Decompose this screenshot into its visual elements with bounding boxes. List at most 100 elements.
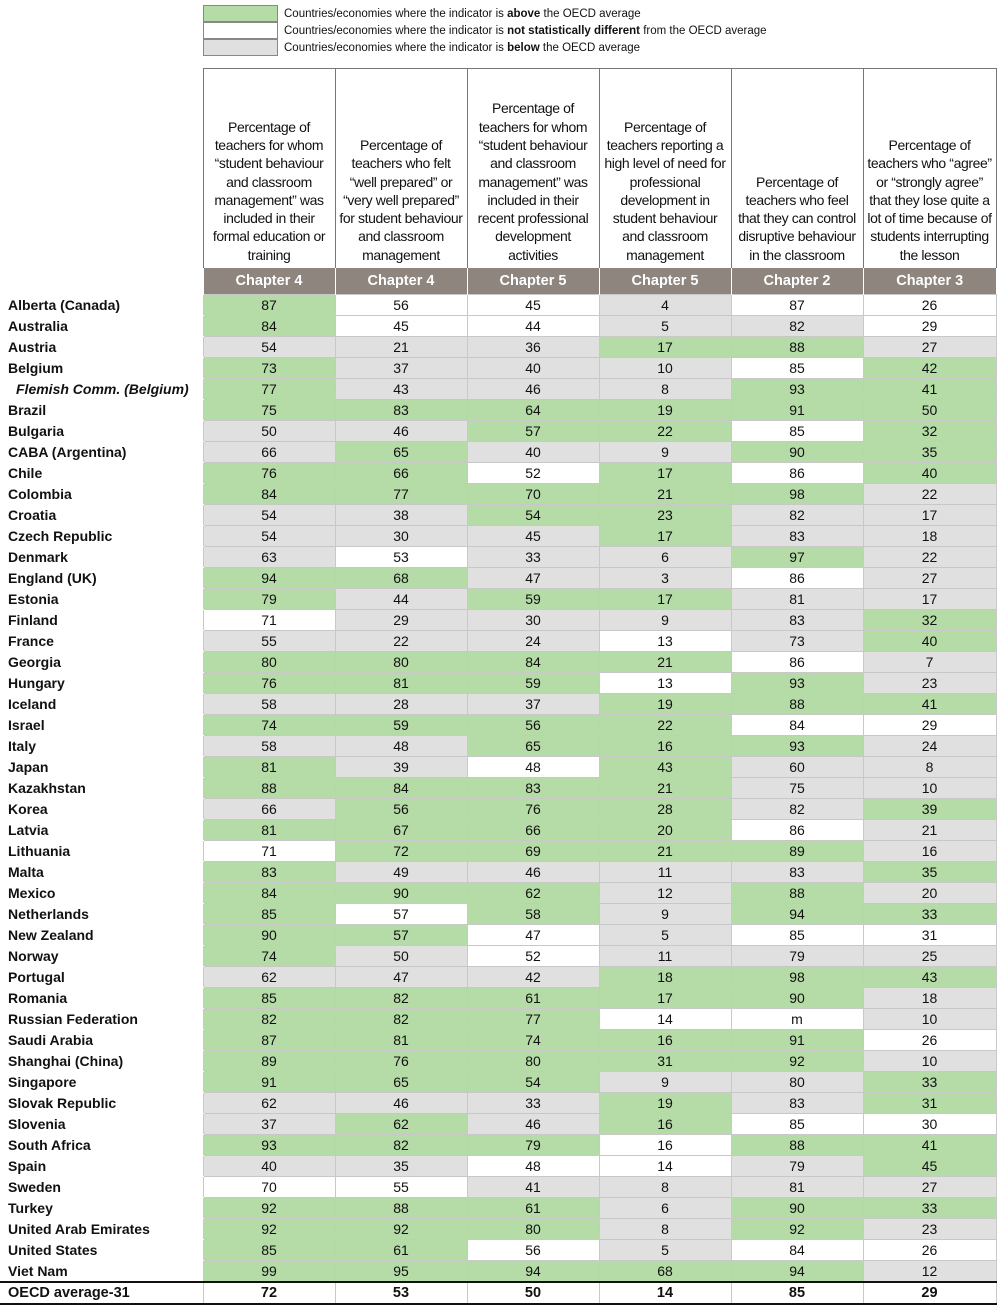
cell: 22 bbox=[598, 420, 732, 442]
chapter-label: Chapter 4 bbox=[334, 268, 467, 295]
cell: 30 bbox=[862, 1113, 997, 1135]
cell: 13 bbox=[598, 630, 732, 652]
row-name: Lithuania bbox=[0, 840, 203, 862]
cell: 31 bbox=[862, 924, 997, 946]
row-name: Italy bbox=[0, 735, 203, 757]
cell: 62 bbox=[202, 966, 336, 988]
cell: 87 bbox=[202, 1029, 336, 1051]
cell: 92 bbox=[202, 1218, 336, 1240]
table-row: England (UK) 94 68 47 3 86 27 bbox=[0, 567, 997, 589]
cell: 37 bbox=[334, 357, 468, 379]
cell: 83 bbox=[730, 609, 864, 631]
cell: 66 bbox=[334, 462, 468, 484]
cell: 41 bbox=[466, 1176, 600, 1198]
cell: 88 bbox=[730, 336, 864, 358]
cell: 72 bbox=[334, 840, 468, 862]
cell: 81 bbox=[202, 756, 336, 778]
table-row: Viet Nam 99 95 94 68 94 12 bbox=[0, 1260, 997, 1283]
legend-text: Countries/economies where the indicator … bbox=[284, 42, 640, 54]
cell: 26 bbox=[862, 1029, 997, 1051]
cell: 36 bbox=[466, 336, 600, 358]
cell: 52 bbox=[466, 462, 600, 484]
cell: 41 bbox=[862, 378, 997, 400]
cell: 80 bbox=[730, 1071, 864, 1093]
cell: 21 bbox=[598, 777, 732, 799]
cell: 84 bbox=[730, 1239, 864, 1261]
cell: 91 bbox=[730, 1029, 864, 1051]
cell: 70 bbox=[202, 1176, 336, 1198]
cell: 80 bbox=[334, 651, 468, 673]
cell: 26 bbox=[862, 1239, 997, 1261]
cell: 44 bbox=[334, 588, 468, 610]
table-row: Bulgaria 50 46 57 22 85 32 bbox=[0, 420, 997, 442]
cell: 82 bbox=[334, 1134, 468, 1156]
table-row: New Zealand 90 57 47 5 85 31 bbox=[0, 924, 997, 946]
cell: 32 bbox=[862, 420, 997, 442]
cell: 22 bbox=[862, 483, 997, 505]
chapter-label: Chapter 4 bbox=[202, 268, 335, 295]
row-name: Bulgaria bbox=[0, 420, 203, 442]
cell: 57 bbox=[466, 420, 600, 442]
cell: 17 bbox=[598, 588, 732, 610]
cell: 65 bbox=[334, 441, 468, 463]
cell: 82 bbox=[730, 798, 864, 820]
cell: 75 bbox=[202, 399, 336, 421]
row-name: Romania bbox=[0, 987, 203, 1009]
cell: 21 bbox=[598, 483, 732, 505]
table-row: Netherlands 85 57 58 9 94 33 bbox=[0, 903, 997, 925]
table-row: South Africa 93 82 79 16 88 41 bbox=[0, 1134, 997, 1156]
table-row: Lithuania 71 72 69 21 89 16 bbox=[0, 840, 997, 862]
cell: 3 bbox=[598, 567, 732, 589]
table-row: Flemish Comm. (Belgium) 77 43 46 8 93 41 bbox=[0, 378, 997, 400]
cell: 20 bbox=[598, 819, 732, 841]
cell: 21 bbox=[598, 840, 732, 862]
cell: 70 bbox=[466, 483, 600, 505]
column-header: Percentage of teachers reporting a high … bbox=[598, 68, 732, 268]
cell: 80 bbox=[202, 651, 336, 673]
cell: 84 bbox=[466, 651, 600, 673]
cell: 90 bbox=[730, 987, 864, 1009]
cell: 23 bbox=[862, 1218, 997, 1240]
cell: 14 bbox=[598, 1008, 732, 1030]
table-row: Denmark 63 53 33 6 97 22 bbox=[0, 546, 997, 568]
cell: 69 bbox=[466, 840, 600, 862]
cell: 14 bbox=[598, 1155, 732, 1177]
row-name: Georgia bbox=[0, 651, 203, 673]
cell: 90 bbox=[202, 924, 336, 946]
cell: 80 bbox=[466, 1218, 600, 1240]
row-name: Korea bbox=[0, 798, 203, 820]
cell: 11 bbox=[598, 945, 732, 967]
cell: 86 bbox=[730, 462, 864, 484]
cell: 64 bbox=[466, 399, 600, 421]
cell: 88 bbox=[730, 693, 864, 715]
cell: 27 bbox=[862, 567, 997, 589]
cell: 62 bbox=[202, 1092, 336, 1114]
cell: 17 bbox=[862, 504, 997, 526]
cell: 54 bbox=[202, 504, 336, 526]
legend-item: Countries/economies where the indicator … bbox=[203, 22, 767, 39]
legend-text: Countries/economies where the indicator … bbox=[284, 25, 767, 37]
row-name: Australia bbox=[0, 315, 203, 337]
cell: 45 bbox=[466, 294, 600, 316]
table-row: Japan 81 39 48 43 60 8 bbox=[0, 756, 997, 778]
row-name: Iceland bbox=[0, 693, 203, 715]
cell: 30 bbox=[334, 525, 468, 547]
cell: 95 bbox=[334, 1260, 468, 1283]
cell: 40 bbox=[862, 630, 997, 652]
cell: 43 bbox=[334, 378, 468, 400]
cell: 66 bbox=[466, 819, 600, 841]
cell: 85 bbox=[730, 1281, 864, 1305]
cell: 88 bbox=[730, 1134, 864, 1156]
table-row: Alberta (Canada) 87 56 45 4 87 26 bbox=[0, 294, 997, 316]
cell: 91 bbox=[202, 1071, 336, 1093]
column-header: Percentage of teachers for whom “student… bbox=[202, 68, 336, 268]
row-name: Austria bbox=[0, 336, 203, 358]
cell: 32 bbox=[862, 609, 997, 631]
cell: 48 bbox=[334, 735, 468, 757]
cell: 17 bbox=[598, 462, 732, 484]
cell: 85 bbox=[730, 420, 864, 442]
cell: 46 bbox=[466, 1113, 600, 1135]
cell: 31 bbox=[862, 1092, 997, 1114]
cell: 79 bbox=[730, 945, 864, 967]
